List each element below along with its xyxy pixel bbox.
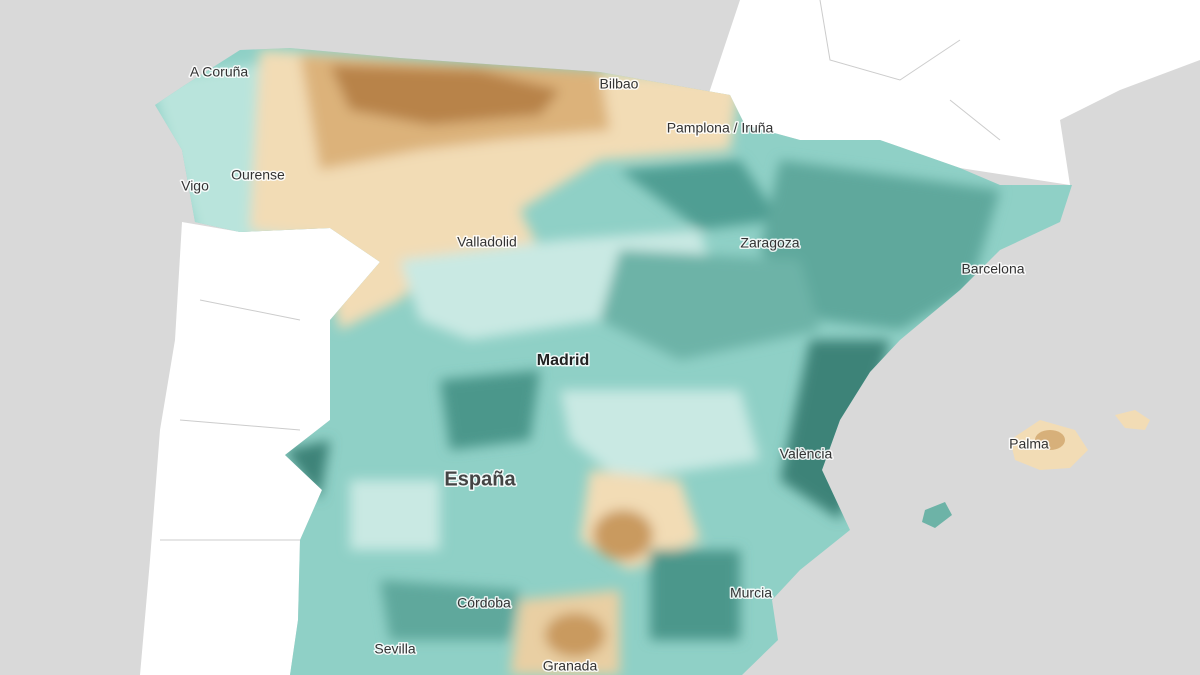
country-label: España	[444, 468, 516, 490]
city-label: Vigo	[181, 178, 209, 194]
border	[160, 0, 1001, 541]
city-label: Córdoba	[457, 595, 511, 611]
island	[1115, 410, 1150, 430]
city-label: Palma	[1009, 436, 1049, 452]
capital-label: Madrid	[537, 352, 589, 369]
city-label: Valladolid	[457, 234, 517, 250]
city-label: Ourense	[231, 167, 285, 183]
city-label: Granada	[543, 658, 598, 674]
island	[922, 502, 952, 528]
city-label: Sevilla	[374, 641, 415, 657]
city-label: Zaragoza	[740, 235, 799, 251]
land	[700, 0, 1200, 185]
city-label: Barcelona	[961, 261, 1024, 277]
land	[140, 222, 380, 675]
island	[1035, 430, 1065, 450]
city-label: A Coruña	[190, 64, 249, 80]
city-label: València	[780, 446, 833, 462]
city-label: Bilbao	[600, 76, 639, 92]
city-label: Pamplona / Iruña	[667, 120, 774, 136]
spain-field	[155, 48, 1072, 675]
city-label: Murcia	[730, 585, 772, 601]
